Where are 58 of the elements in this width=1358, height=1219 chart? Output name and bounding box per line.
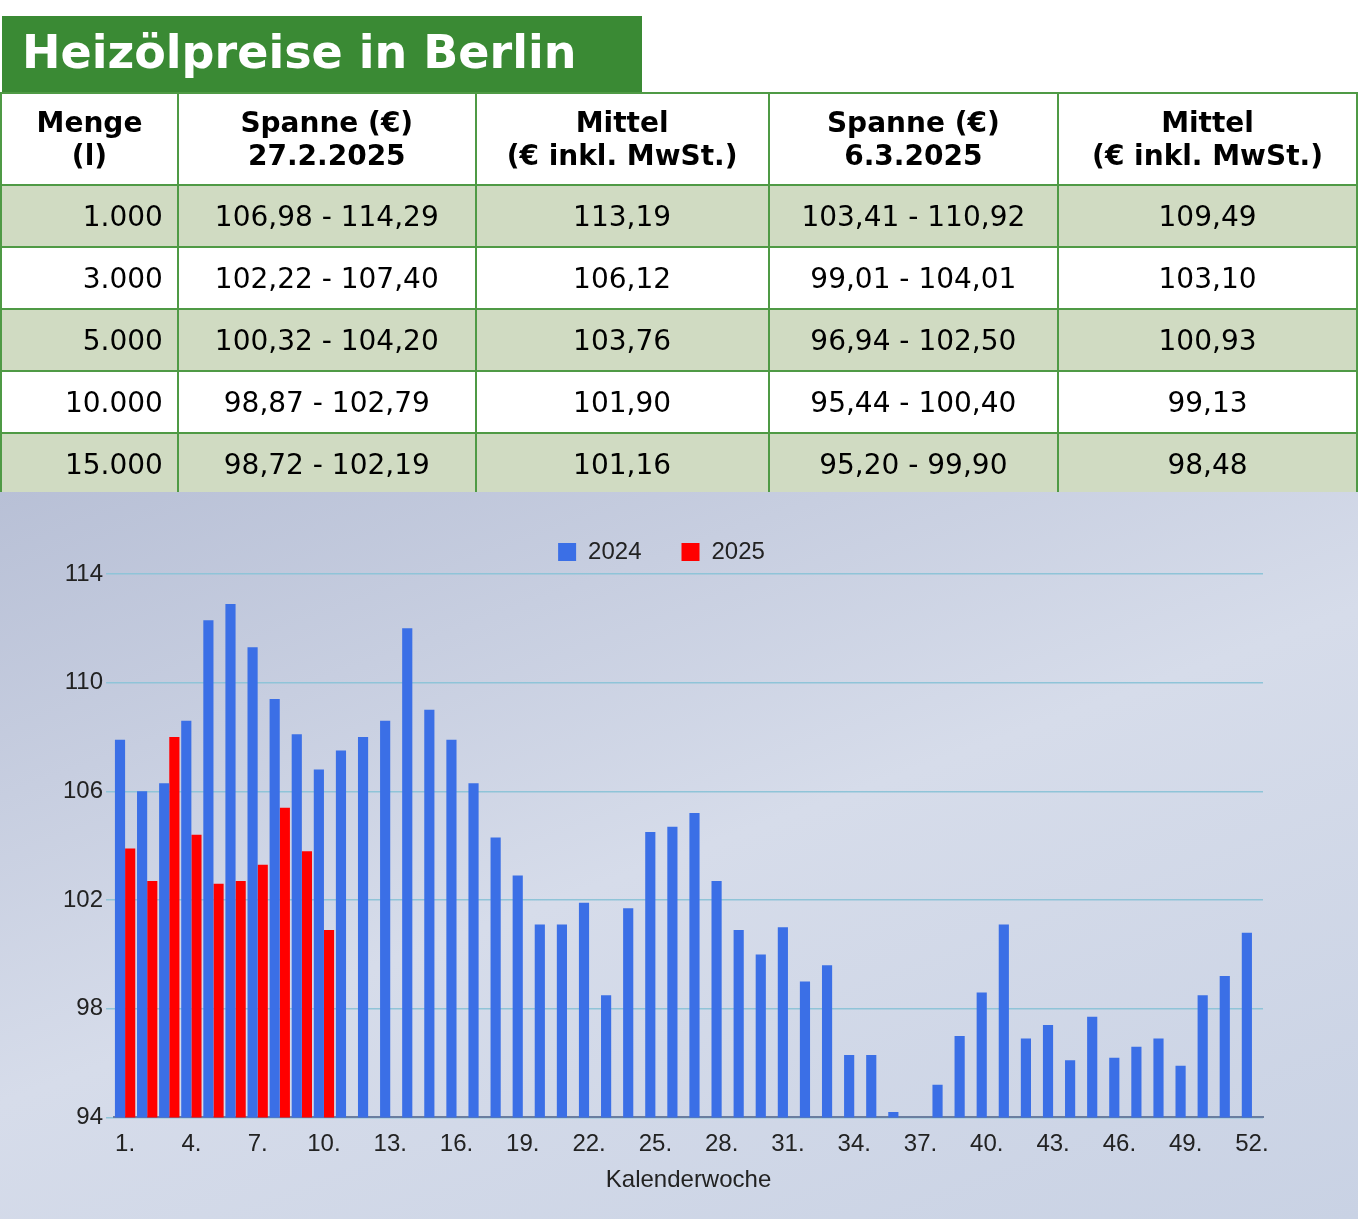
x-tick-label: 16. <box>439 1129 474 1157</box>
y-tick-label: 110 <box>64 667 104 695</box>
text: 103,76 <box>573 323 672 357</box>
text: 113,19 <box>573 199 672 233</box>
text: 95,20 - 99,90 <box>819 447 1008 481</box>
x-tick-label: 22. <box>572 1129 606 1157</box>
legend-label: 2025 <box>711 536 765 564</box>
category-label: Spanne (€) 6.3.2025 <box>768 93 1059 185</box>
x-tick-label: 13. <box>373 1129 407 1157</box>
x-tick-label: 31. <box>771 1129 805 1157</box>
x-tick-label: 46. <box>1102 1129 1137 1157</box>
x-tick-label: 25. <box>638 1129 673 1157</box>
category-label: Menge (l) <box>1 93 178 185</box>
x-tick-label: 34. <box>837 1129 871 1157</box>
text: 3.000 <box>82 261 163 295</box>
text: 99,01 - 104,01 <box>810 261 1017 295</box>
text: 101,90 <box>573 385 672 419</box>
text: 5.000 <box>82 323 163 357</box>
y-tick-label: 94 <box>76 1102 104 1130</box>
category-label: Mittel (€ inkl. MwSt.) <box>475 93 769 185</box>
text: 106,12 <box>573 261 672 295</box>
x-tick-label: 40. <box>970 1129 1004 1157</box>
text: 109,49 <box>1158 199 1257 233</box>
category-label: Mittel (€ inkl. MwSt.) <box>1058 93 1357 185</box>
text: 100,32 - 104,20 <box>214 323 439 357</box>
text: 95,44 - 100,40 <box>810 385 1017 419</box>
x-tick-label: 49. <box>1168 1129 1203 1157</box>
y-tick-label: 114 <box>64 558 104 586</box>
y-tick-label: 106 <box>63 775 104 803</box>
text: 1.000 <box>82 199 163 233</box>
category-label: Spanne (€) 27.2.2025 <box>177 93 476 185</box>
text: 98,87 - 102,79 <box>223 385 430 419</box>
text: 10.000 <box>64 385 163 419</box>
x-tick-label: 43. <box>1036 1129 1070 1157</box>
text: 98,48 <box>1167 447 1248 481</box>
x-tick-label: 28. <box>704 1129 739 1157</box>
x-tick-label: 52. <box>1235 1129 1269 1157</box>
x-tick-label: 1. <box>115 1129 136 1157</box>
y-tick-label: 102 <box>63 884 104 912</box>
text: 106,98 - 114,29 <box>214 199 439 233</box>
x-tick-label: 7. <box>247 1129 268 1157</box>
text: 96,94 - 102,50 <box>810 323 1017 357</box>
x-tick-label: 4. <box>181 1129 202 1157</box>
text: 98,72 - 102,19 <box>223 447 430 481</box>
text: 103,10 <box>1158 261 1257 295</box>
x-tick-label: 10. <box>307 1129 341 1157</box>
x-tick-label: 19. <box>506 1129 540 1157</box>
legend-label: 2024 <box>588 536 642 564</box>
text: 100,93 <box>1158 323 1257 357</box>
x-tick-label: 37. <box>903 1129 938 1157</box>
text: 15.000 <box>64 447 163 481</box>
text: 101,16 <box>573 447 672 481</box>
x-axis-title: Kalenderwoche <box>605 1165 772 1193</box>
text: Heizölpreise in Berlin <box>2 16 642 92</box>
y-tick-label: 98 <box>76 993 104 1021</box>
text: 102,22 - 107,40 <box>214 261 439 295</box>
text: 99,13 <box>1167 385 1248 419</box>
text: 103,41 - 110,92 <box>801 199 1026 233</box>
